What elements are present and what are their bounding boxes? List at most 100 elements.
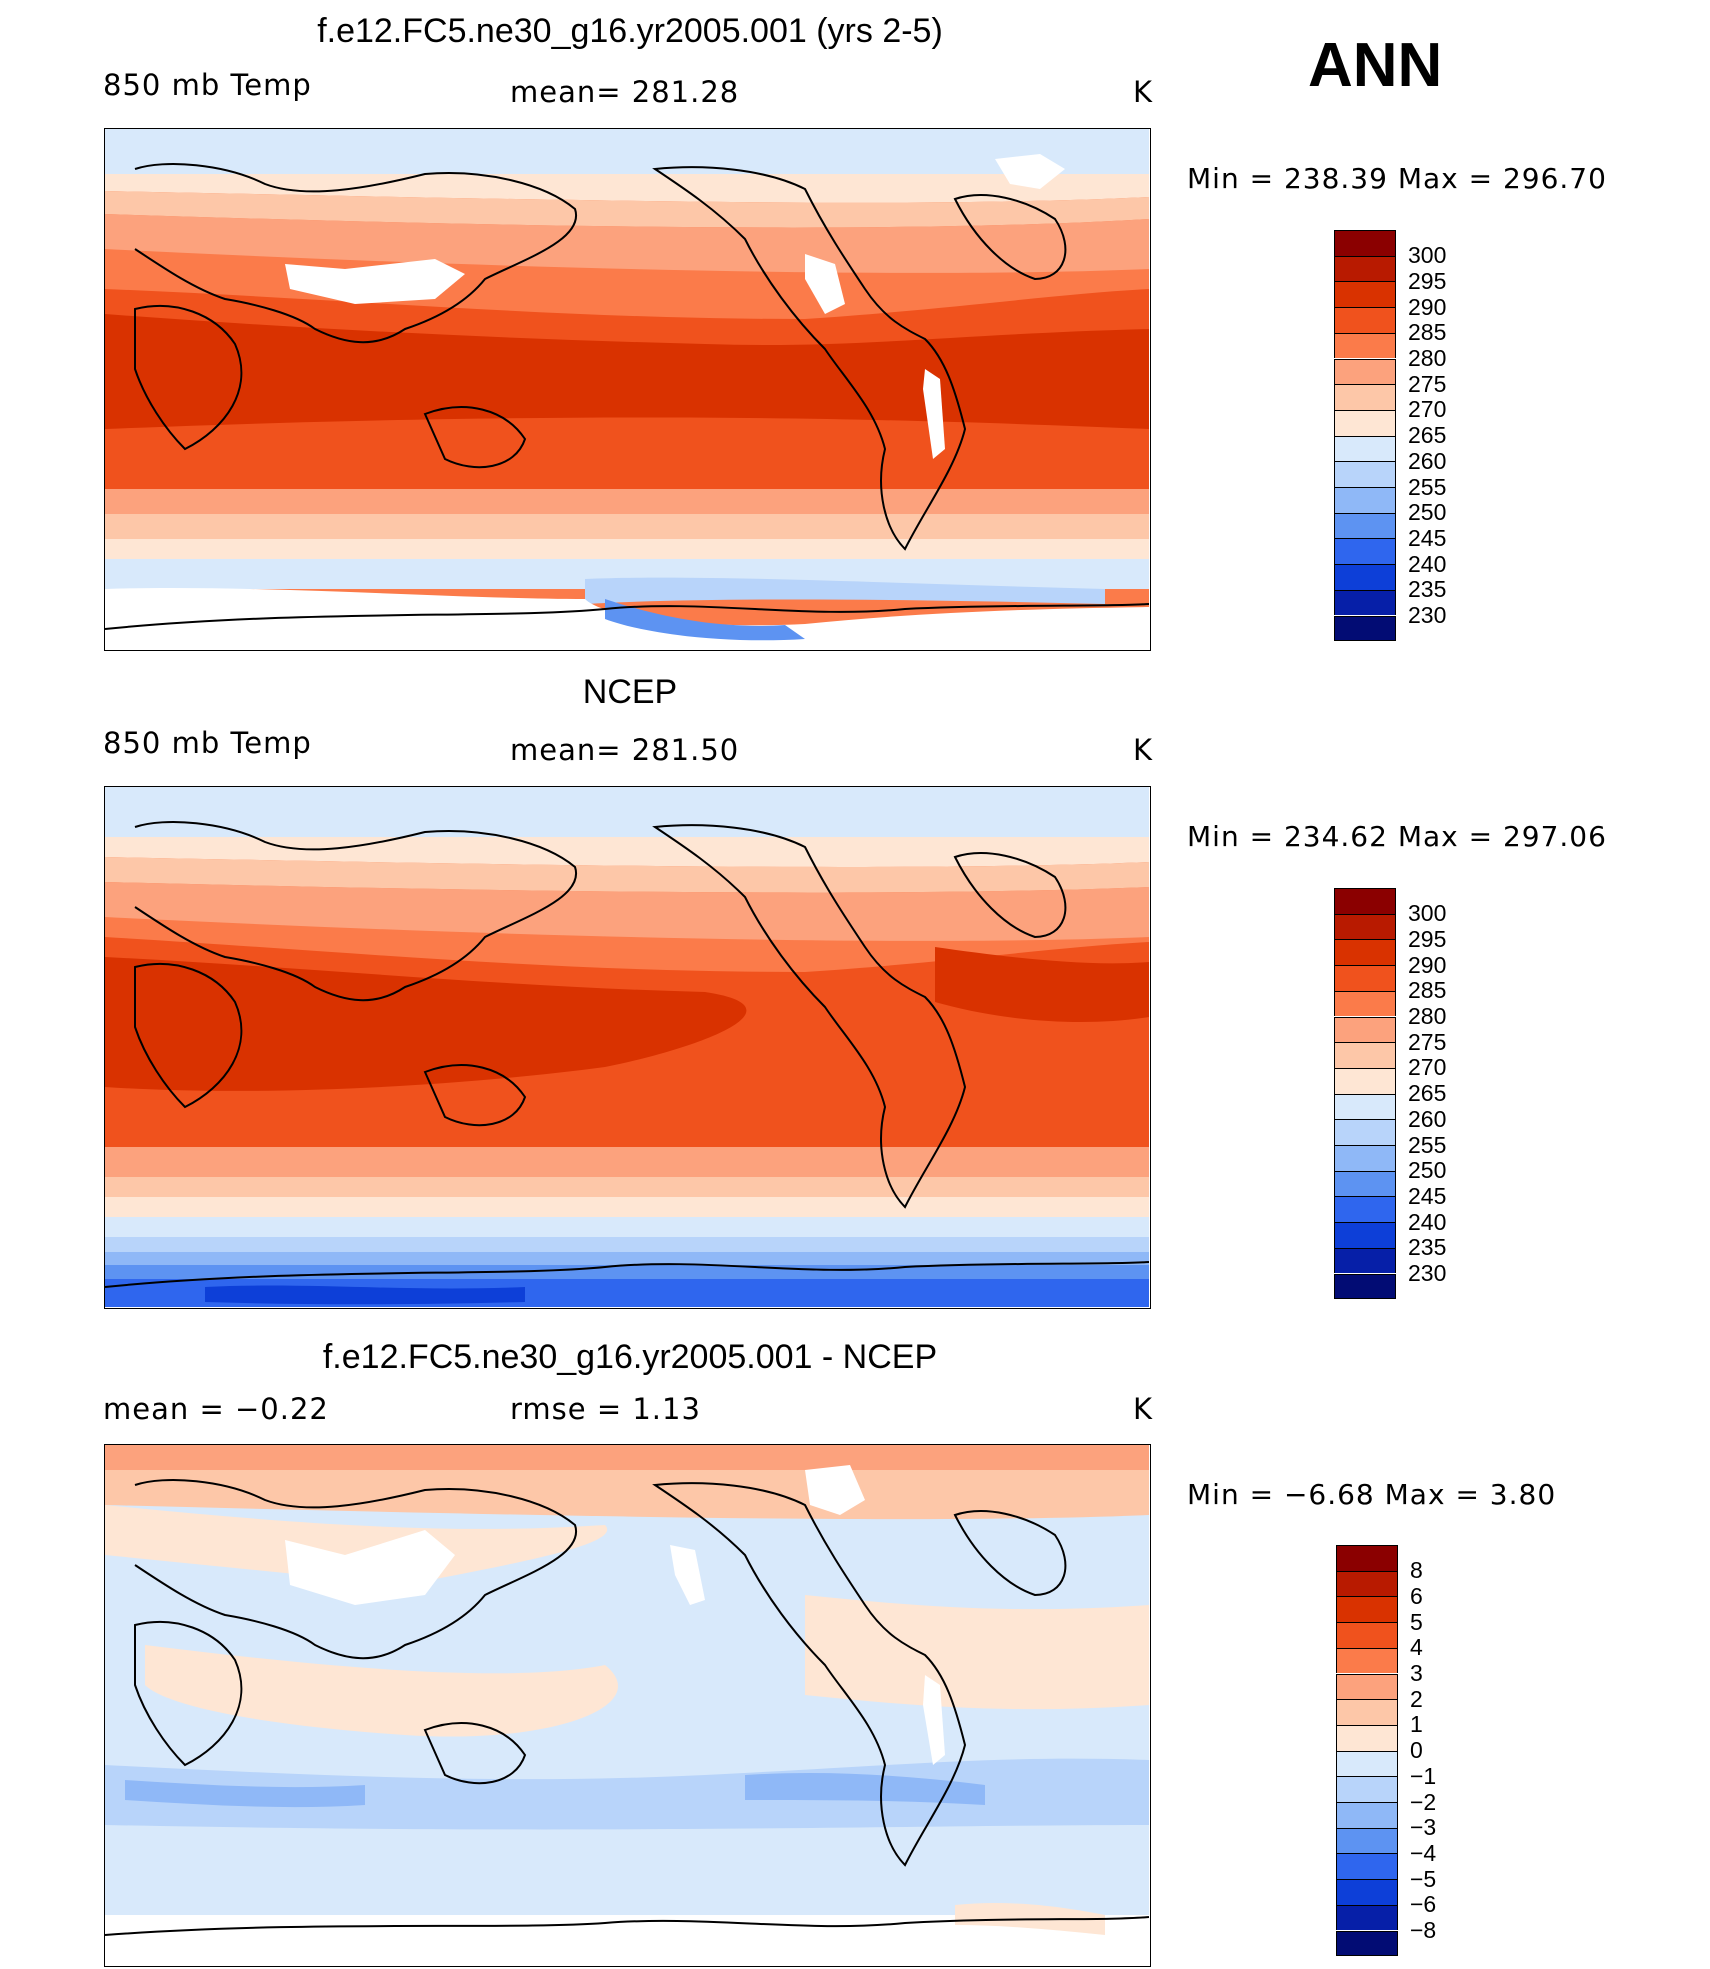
colorbar-tick-label: 260	[1408, 447, 1447, 474]
panel-diff-units-label: K	[1133, 1392, 1154, 1426]
panel-diff-title: f.e12.FC5.ne30_g16.yr2005.001 - NCEP	[322, 1338, 938, 1376]
colorbar-tick-label: 6	[1410, 1582, 1423, 1609]
colorbar-swatch	[1334, 307, 1396, 333]
colorbar-swatch	[1334, 332, 1396, 359]
colorbar-swatch	[1334, 1093, 1396, 1120]
colorbar-tick-label: −5	[1410, 1865, 1437, 1892]
colorbar-swatch	[1334, 409, 1396, 436]
colorbar-tick-label: 4	[1410, 1634, 1423, 1661]
colorbar-swatch	[1334, 487, 1396, 513]
colorbar-swatch	[1334, 358, 1396, 385]
colorbar-swatch	[1334, 1067, 1396, 1094]
colorbar-swatch	[1334, 888, 1396, 914]
colorbar-swatch	[1336, 1904, 1398, 1931]
colorbar-tick-label: 235	[1408, 576, 1447, 603]
colorbar-swatch	[1334, 230, 1396, 256]
panel-obs-map-svg	[105, 787, 1149, 1307]
colorbar-swatch	[1334, 1119, 1396, 1145]
colorbar-swatch	[1336, 1622, 1398, 1648]
colorbar-swatch	[1334, 1042, 1396, 1068]
colorbar-tick-label: 255	[1408, 473, 1447, 500]
panel-diff-colorbar: 8 6 5 4 3 2 1 0 −1 −2 −3 −4 −5 −6 −8	[1336, 1545, 1488, 1957]
colorbar-swatch	[1336, 1750, 1398, 1777]
colorbar-tick-label: 260	[1408, 1105, 1447, 1132]
colorbar-swatch	[1334, 255, 1396, 282]
colorbar-tick-label: 255	[1408, 1131, 1447, 1158]
colorbar-tick-label: 270	[1408, 396, 1447, 423]
colorbar-swatch	[1334, 1145, 1396, 1171]
colorbar-tick-label: 250	[1408, 499, 1447, 526]
panel-obs-title: NCEP	[582, 673, 678, 711]
colorbar-tick-label: 285	[1408, 319, 1447, 346]
panel-model-title: f.e12.FC5.ne30_g16.yr2005.001 (yrs 2-5)	[317, 12, 943, 50]
colorbar-swatch	[1334, 615, 1396, 642]
colorbar-swatch	[1336, 1802, 1398, 1828]
colorbar-tick-label: −8	[1410, 1917, 1437, 1943]
season-label: ANN	[1308, 31, 1443, 100]
colorbar-swatch	[1334, 913, 1396, 940]
colorbar-tick-label: 295	[1408, 925, 1447, 952]
colorbar-swatch	[1334, 1170, 1396, 1197]
colorbar-tick-label: 295	[1408, 267, 1447, 294]
colorbar-swatch	[1334, 1222, 1396, 1248]
colorbar-swatch	[1336, 1776, 1398, 1802]
colorbar-swatch	[1336, 1673, 1398, 1700]
colorbar-swatch	[1334, 512, 1396, 539]
panel-diff-minmax: Min = −6.68 Max = 3.80	[1187, 1478, 1557, 1511]
panel-diff-rmse-label: rmse = 1.13	[510, 1392, 701, 1426]
colorbar-swatch	[1334, 435, 1396, 462]
colorbar-tick-label: 230	[1408, 602, 1447, 628]
panel-model-variable-label: 850 mb Temp	[103, 68, 312, 102]
colorbar-tick-label: −1	[1410, 1762, 1437, 1789]
colorbar-swatch	[1336, 1827, 1398, 1854]
panel-model-map-svg	[105, 129, 1149, 649]
colorbar-swatch	[1334, 1196, 1396, 1223]
colorbar-swatch	[1334, 1273, 1396, 1300]
colorbar-tick-label: 290	[1408, 293, 1447, 320]
panel-diff-map-svg	[105, 1445, 1149, 1965]
colorbar-tick-label: 245	[1408, 1182, 1447, 1209]
colorbar-tick-label: 0	[1410, 1737, 1423, 1764]
colorbar-swatch	[1336, 1930, 1398, 1957]
colorbar-swatch	[1334, 564, 1396, 590]
colorbar-swatch	[1334, 589, 1396, 616]
panel-obs-colorbar: 300 295 290 285 280 275 270 265 260 255 250 245 240 2…	[1334, 888, 1486, 1300]
panel-diff-map	[104, 1444, 1151, 1967]
colorbar-swatch	[1336, 1853, 1398, 1880]
colorbar-tick-label: 275	[1408, 1028, 1447, 1055]
colorbar-tick-label: 5	[1410, 1608, 1423, 1635]
colorbar-tick-label: 300	[1408, 242, 1447, 269]
colorbar-tick-label: 290	[1408, 951, 1447, 978]
colorbar-tick-label: −3	[1410, 1814, 1437, 1841]
colorbar-tick-label: 265	[1408, 1080, 1447, 1107]
colorbar-swatch	[1336, 1699, 1398, 1725]
panel-obs-variable-label: 850 mb Temp	[103, 726, 312, 760]
colorbar-tick-label: 230	[1408, 1260, 1447, 1286]
colorbar-swatch	[1334, 1016, 1396, 1043]
colorbar-swatch	[1334, 939, 1396, 966]
colorbar-tick-label: 270	[1408, 1054, 1447, 1081]
colorbar-tick-label: 280	[1408, 345, 1447, 371]
colorbar-tick-label: 280	[1408, 1003, 1447, 1029]
colorbar-swatch	[1334, 990, 1396, 1017]
colorbar-tick-label: 275	[1408, 370, 1447, 397]
panel-model-units-label: K	[1133, 75, 1154, 109]
colorbar-tick-label: 3	[1410, 1660, 1423, 1686]
colorbar-swatch	[1336, 1879, 1398, 1905]
colorbar-swatch	[1334, 461, 1396, 487]
colorbar-tick-label: −6	[1410, 1891, 1437, 1918]
panel-obs-minmax: Min = 234.62 Max = 297.06	[1187, 820, 1607, 853]
colorbar-tick-label: −4	[1410, 1839, 1437, 1866]
colorbar-swatch	[1334, 384, 1396, 410]
colorbar-tick-label: 235	[1408, 1234, 1447, 1261]
colorbar-swatch	[1336, 1570, 1398, 1597]
colorbar-tick-label: 245	[1408, 524, 1447, 551]
colorbar-swatch	[1334, 965, 1396, 991]
panel-model-colorbar: 300 295 290 285 280 275 270 265 260 255 250 245 240 2…	[1334, 230, 1486, 642]
colorbar-tick-label: 285	[1408, 977, 1447, 1004]
colorbar-swatch	[1334, 281, 1396, 308]
colorbar-tick-label: 2	[1410, 1685, 1423, 1712]
colorbar-swatch	[1334, 1247, 1396, 1274]
colorbar-tick-label: 240	[1408, 550, 1447, 577]
colorbar-tick-label: 250	[1408, 1157, 1447, 1184]
